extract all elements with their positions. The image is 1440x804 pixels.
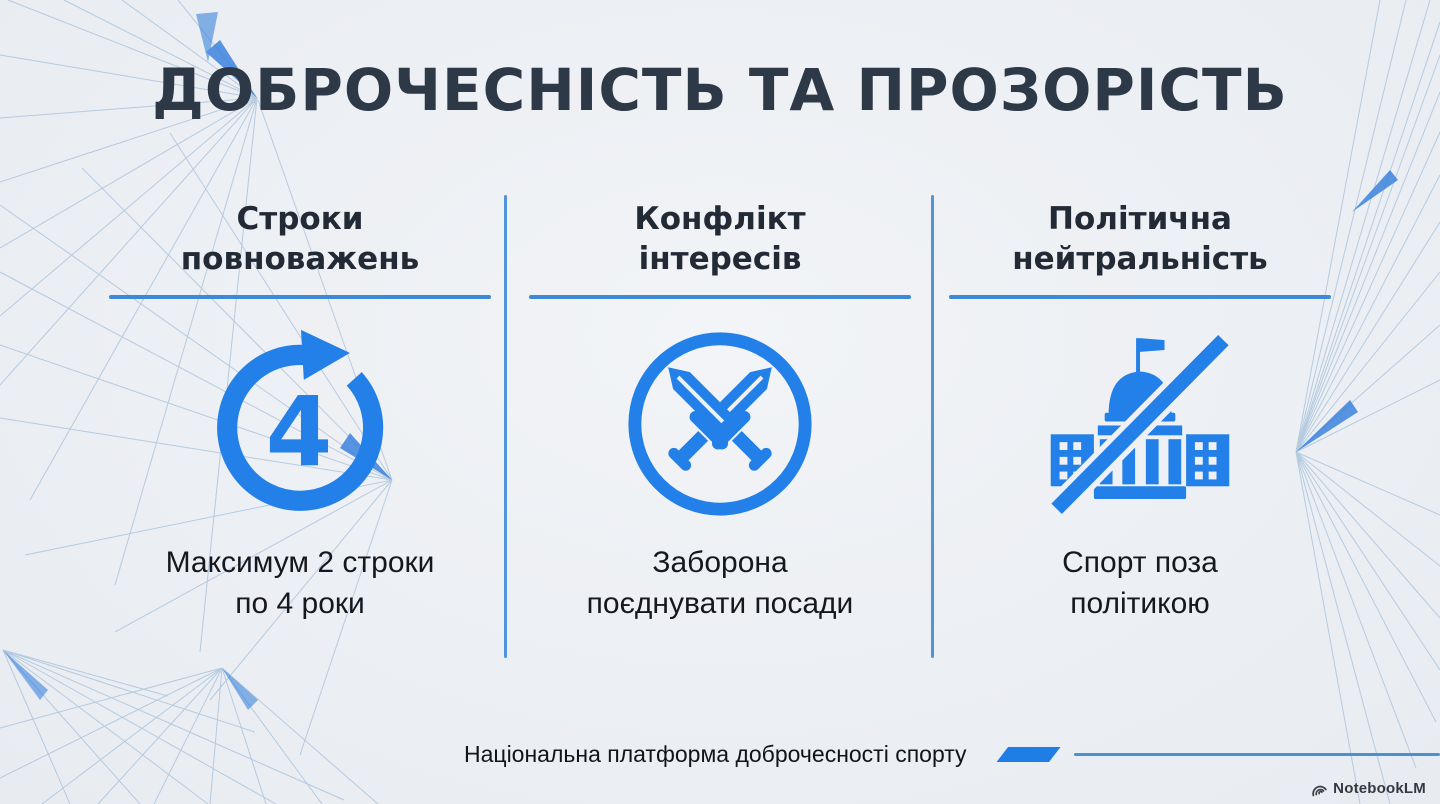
column-icon-wrap: 4 bbox=[90, 313, 510, 535]
column-icon-wrap bbox=[510, 313, 930, 535]
footer: Національна платформа доброчесності спор… bbox=[0, 741, 1440, 768]
column-caption: Заборона поєднувати посади bbox=[586, 546, 854, 620]
column-term-limits: Строки повноважень 4 Максимум 2 строки п… bbox=[90, 196, 510, 624]
column-heading: Конфлікт інтересів bbox=[634, 201, 806, 277]
heading-underline bbox=[528, 295, 912, 300]
notebooklm-label: NotebookLM bbox=[1333, 780, 1426, 797]
column-heading: Строки повноважень bbox=[180, 201, 420, 277]
no-government-building-icon bbox=[1047, 331, 1233, 519]
heading-underline bbox=[948, 295, 1332, 300]
notebooklm-branding: NotebookLM bbox=[1310, 780, 1426, 797]
heading-underline bbox=[108, 295, 492, 300]
column-divider bbox=[504, 195, 507, 658]
column-icon-wrap bbox=[930, 313, 1350, 535]
column-caption: Максимум 2 строки по 4 роки bbox=[165, 546, 435, 620]
footer-label: Національна платформа доброчесності спор… bbox=[464, 741, 967, 767]
footer-parallelogram bbox=[996, 747, 1061, 762]
term-cycle-4-icon: 4 bbox=[217, 330, 384, 512]
column-caption: Спорт поза політикою bbox=[1062, 546, 1218, 620]
columns-section: Строки повноважень 4 Максимум 2 строки п… bbox=[90, 196, 1350, 624]
icon-number: 4 bbox=[266, 377, 333, 489]
column-conflict-of-interest: Конфлікт інтересів bbox=[510, 196, 930, 624]
column-divider bbox=[931, 195, 934, 658]
column-heading: Політична нейтральність bbox=[1012, 201, 1268, 277]
column-political-neutrality: Політична нейтральність bbox=[930, 196, 1350, 624]
slide-title: ДОБРОЧЕСНІСТЬ ТА ПРОЗОРІСТЬ bbox=[152, 56, 1288, 124]
notebooklm-logo-icon bbox=[1312, 785, 1327, 796]
crossed-swords-icon bbox=[628, 332, 812, 516]
footer-rule-line bbox=[1073, 753, 1440, 756]
